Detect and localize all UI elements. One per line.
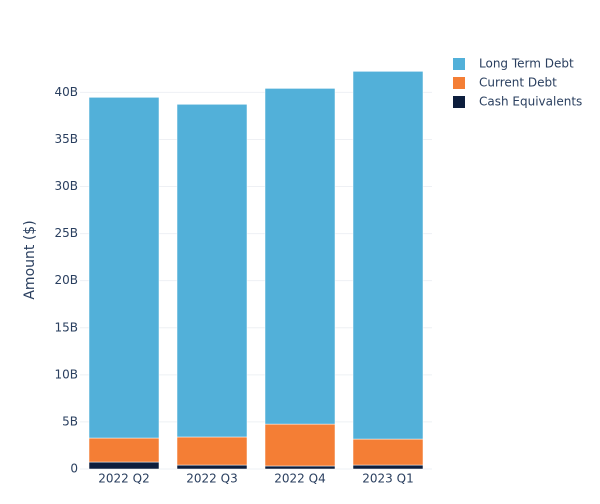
y-tick-label: 10B xyxy=(54,367,78,381)
bar-segment xyxy=(352,464,424,470)
legend-label: Cash Equivalents xyxy=(479,95,582,109)
legend-label: Current Debt xyxy=(479,76,557,90)
legend-swatch xyxy=(453,96,465,108)
y-tick-label: 0 xyxy=(70,462,78,476)
y-tick-label: 40B xyxy=(54,85,78,99)
y-tick-label: 15B xyxy=(54,320,78,334)
bar-segment xyxy=(264,423,336,467)
y-tick-label: 20B xyxy=(54,273,78,287)
x-tick-label: 2022 Q2 xyxy=(98,472,149,486)
y-tick-label: 30B xyxy=(54,179,78,193)
bar-segment xyxy=(176,104,248,438)
y-tick-label: 25B xyxy=(54,226,78,240)
x-tick-label: 2022 Q4 xyxy=(274,472,325,486)
x-tick-label: 2022 Q3 xyxy=(186,472,237,486)
y-tick-label: 5B xyxy=(62,414,78,428)
bar-segment xyxy=(352,438,424,466)
bar-segment xyxy=(264,88,336,425)
bar-segment xyxy=(176,436,248,466)
legend-label: Long Term Debt xyxy=(479,57,574,71)
bar-segment xyxy=(88,97,160,439)
bar-segment xyxy=(176,464,248,470)
bar-segment xyxy=(264,465,336,470)
legend-swatch xyxy=(453,77,465,89)
y-tick-label: 35B xyxy=(54,132,78,146)
bar-segment xyxy=(88,461,160,470)
bar-segment xyxy=(352,71,424,440)
bar-segment xyxy=(88,437,160,463)
y-axis-label: Amount ($) xyxy=(22,220,38,299)
x-tick-label: 2023 Q1 xyxy=(362,472,413,486)
legend-swatch xyxy=(453,58,465,70)
